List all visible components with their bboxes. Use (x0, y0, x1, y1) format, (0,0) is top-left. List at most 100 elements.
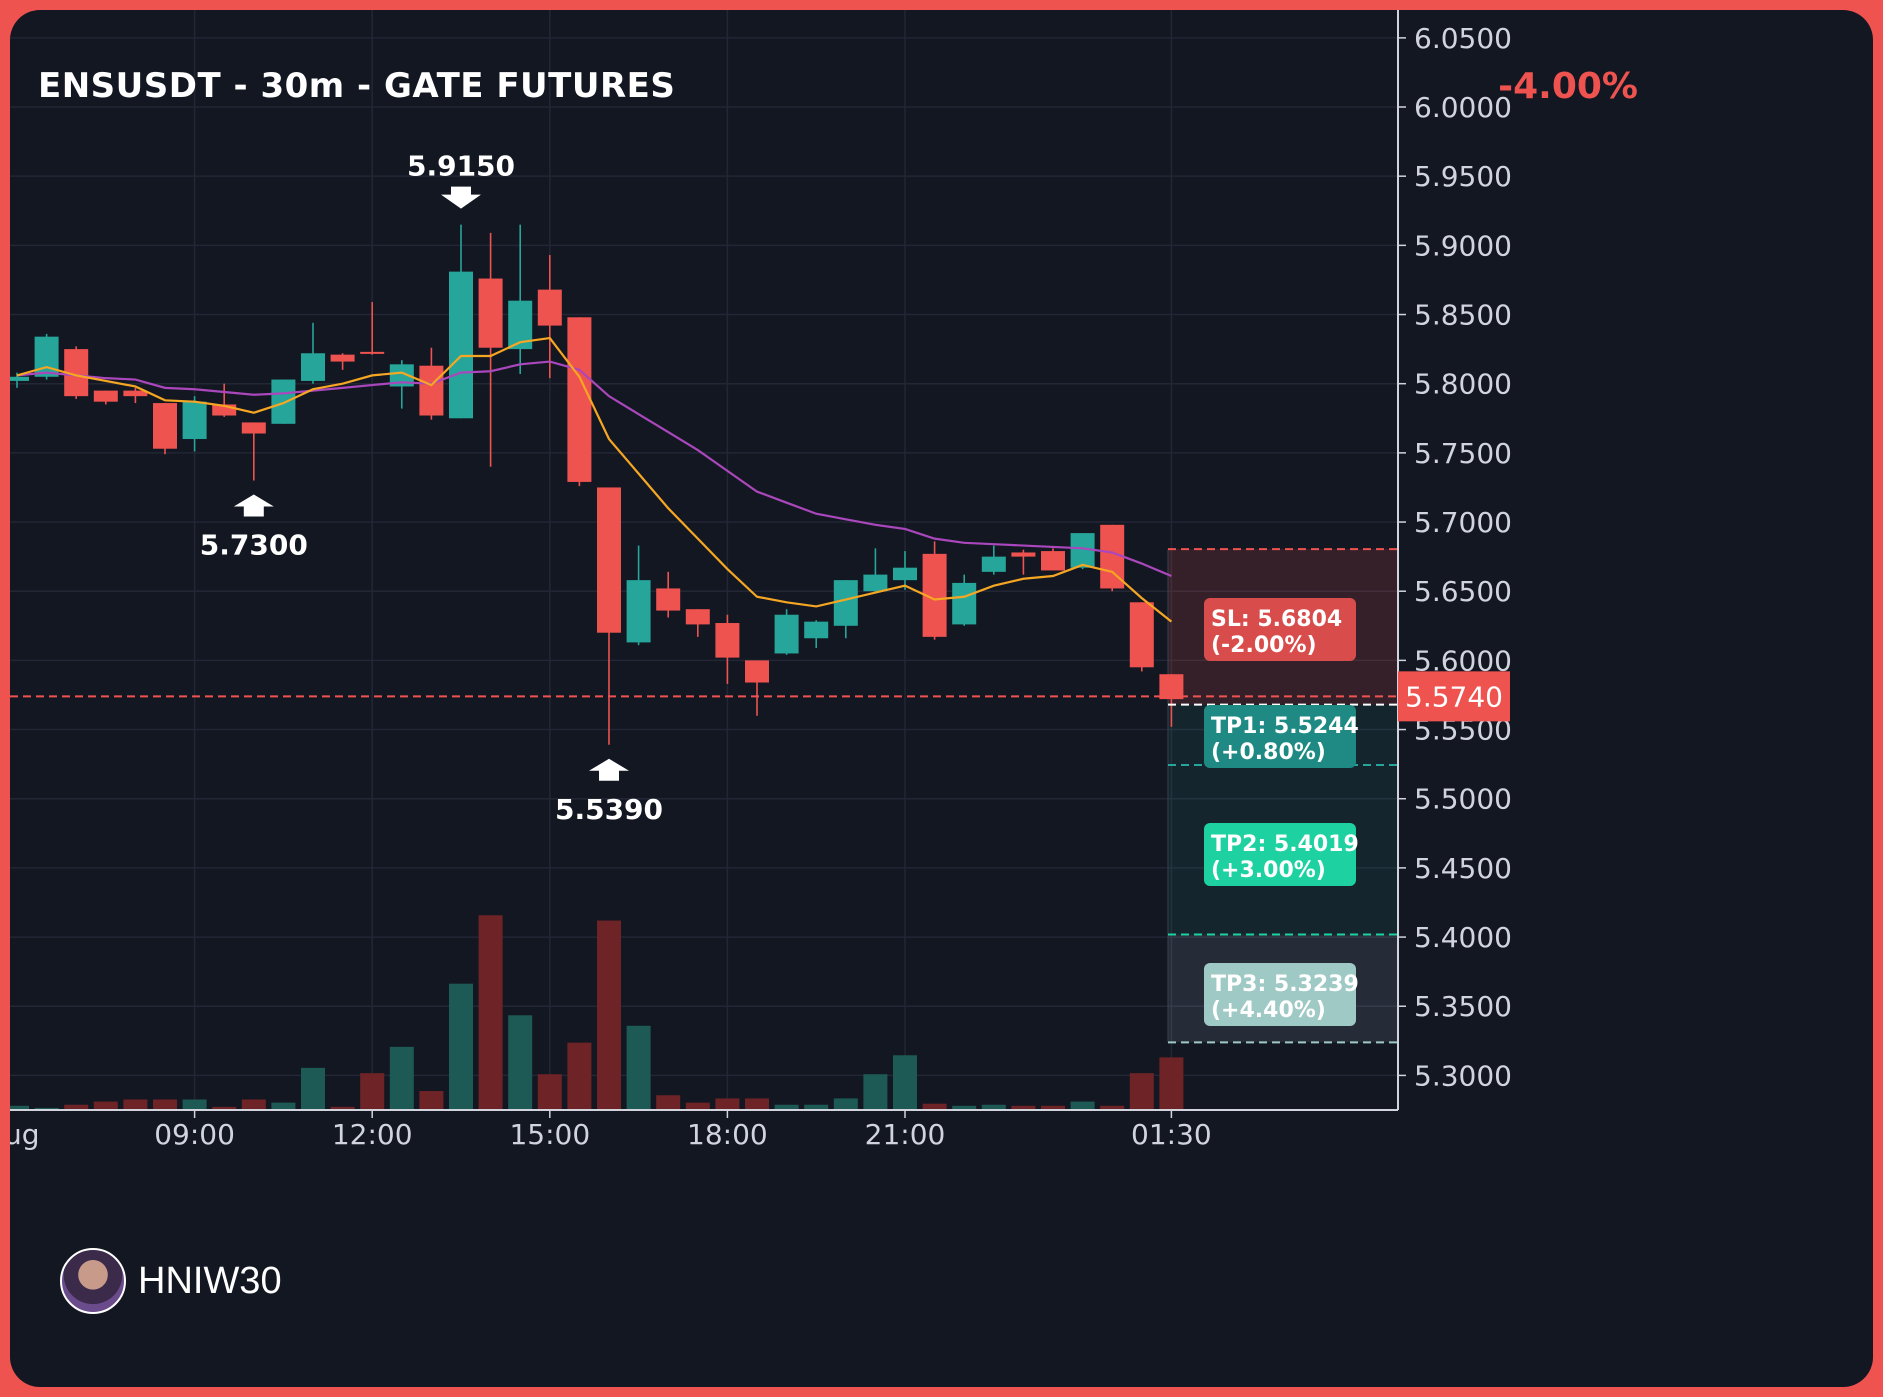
y-tick-label: 5.8000 (1414, 368, 1512, 401)
candle-body (1011, 552, 1036, 557)
volume-bar (685, 1102, 710, 1110)
y-tick-label: 5.9000 (1414, 229, 1512, 262)
current-price-tag (1398, 671, 1510, 722)
candle-body (271, 379, 296, 424)
volume-bar (804, 1104, 829, 1110)
tp1-label-price: TP1: 5.5244 (1211, 714, 1359, 739)
y-tick-label: 5.8500 (1414, 299, 1512, 332)
tp3-label-box (1204, 963, 1356, 1026)
chart-title: ENSUSDT - 30m - GATE FUTURES (38, 66, 676, 106)
y-tick-label: 5.3000 (1414, 1059, 1512, 1092)
volume-bar (1041, 1105, 1065, 1110)
x-tick-label: 15:00 (509, 1118, 590, 1151)
volume-bar (715, 1098, 740, 1110)
candle-body (656, 588, 681, 611)
volume-bar (833, 1098, 858, 1110)
ma-slow-line (16, 360, 1172, 578)
volume-bar (241, 1099, 266, 1110)
moving-averages (16, 336, 1173, 623)
tp3-label-price: TP3: 5.3239 (1211, 972, 1359, 997)
ma-fast-line (16, 336, 1173, 623)
candle-body (212, 404, 237, 416)
y-tick-label: 5.4000 (1414, 921, 1512, 954)
y-tick-label: 5.9500 (1414, 160, 1512, 193)
tp1-label-box (1204, 705, 1356, 768)
sl-label-price: SL: 5.6804 (1211, 607, 1342, 632)
volume-bar (508, 1015, 533, 1110)
volume-bar (153, 1099, 177, 1110)
y-tick-label: 5.4500 (1414, 852, 1512, 885)
volume-bar (952, 1105, 977, 1110)
y-tick-label: 5.6500 (1414, 575, 1512, 608)
x-tick-label: 01:30 (1131, 1118, 1212, 1151)
volume-bar (1129, 1073, 1154, 1110)
price-chart[interactable]: 5.9150 5.7300 5.5390 SL: 5.6804(-2.00%) TP1… (10, 10, 1873, 1387)
x-tick-label: 18:00 (687, 1118, 768, 1151)
volume-bar (922, 1103, 947, 1110)
candle-body (330, 354, 355, 362)
volume-bar (271, 1102, 296, 1110)
volume-bar (656, 1095, 681, 1110)
volume-bar (893, 1055, 917, 1110)
y-tick-label: 5.5000 (1414, 783, 1512, 816)
volume-bar (537, 1074, 562, 1110)
volume-bar (1100, 1105, 1125, 1110)
candle-body (981, 556, 1006, 572)
volume-bar (597, 920, 621, 1110)
sl-label-percent: (-2.00%) (1211, 633, 1317, 658)
candle-body (1041, 551, 1065, 571)
candle-body (241, 422, 266, 434)
arrow-down-icon (441, 186, 481, 209)
candle-body (863, 574, 888, 592)
volume-bar (1159, 1057, 1184, 1110)
volume-bar (626, 1025, 651, 1110)
level-lines (10, 548, 1398, 1044)
volume-bar (1070, 1101, 1095, 1110)
candle-body (626, 580, 651, 643)
volume-bar (301, 1067, 325, 1110)
candle-body (360, 351, 385, 354)
volume-bar (34, 1107, 59, 1110)
brand-name: HNIW30 (138, 1259, 282, 1302)
volume-bar (419, 1091, 444, 1110)
candle-body (745, 660, 769, 683)
volume-bar (330, 1106, 355, 1110)
candle-body (389, 364, 414, 387)
volume-bar (212, 1106, 237, 1110)
candle-body (478, 278, 503, 348)
arrow-up-icon (233, 494, 274, 517)
candle-body (301, 353, 325, 381)
change-percent: -4.00% (1498, 66, 1638, 107)
level-labels: SL: 5.6804(-2.00%) TP1: 5.5244(+0.80%) TP2… (1204, 598, 1359, 1026)
y-tick-label: 5.7000 (1414, 506, 1512, 539)
candle-body (1159, 674, 1184, 700)
tp2-label-price: TP2: 5.4019 (1211, 832, 1359, 857)
volume-bar (182, 1099, 207, 1110)
y-tick-label: 5.3500 (1414, 990, 1512, 1023)
tp3-label-percent: (+4.40%) (1211, 998, 1326, 1023)
candle-body (804, 621, 829, 639)
tp1-label-percent: (+0.80%) (1211, 740, 1326, 765)
y-tick-label: 6.0500 (1414, 22, 1512, 55)
volume-bars (10, 915, 1184, 1110)
candle-body (537, 289, 562, 326)
volume-bar (981, 1104, 1006, 1110)
volume-bar (449, 983, 473, 1110)
avatar (60, 1248, 126, 1314)
volume-bar (123, 1099, 148, 1110)
volume-bar (93, 1101, 118, 1110)
tp2-label-percent: (+3.00%) (1211, 858, 1326, 883)
candle-body (952, 582, 977, 625)
candle-body (893, 567, 917, 581)
candle-body (1129, 602, 1154, 668)
candle-body (774, 614, 799, 654)
volume-bar (1011, 1105, 1036, 1110)
x-tick-label: 21:00 (865, 1118, 946, 1151)
high-label: 5.9150 (407, 150, 515, 183)
price-annotations: 5.9150 5.7300 5.5390 (200, 150, 663, 826)
axes: 6.0500 6.0000 5.9500 5.9000 5.8500 5.8000 5.75… (10, 10, 1512, 1151)
candle-body (123, 390, 148, 397)
y-tick-label: 6.0000 (1414, 91, 1512, 124)
candle-body (182, 401, 207, 440)
chart-frame: 5.9150 5.7300 5.5390 SL: 5.6804 (-2.00%) TP1… (10, 10, 1873, 1387)
